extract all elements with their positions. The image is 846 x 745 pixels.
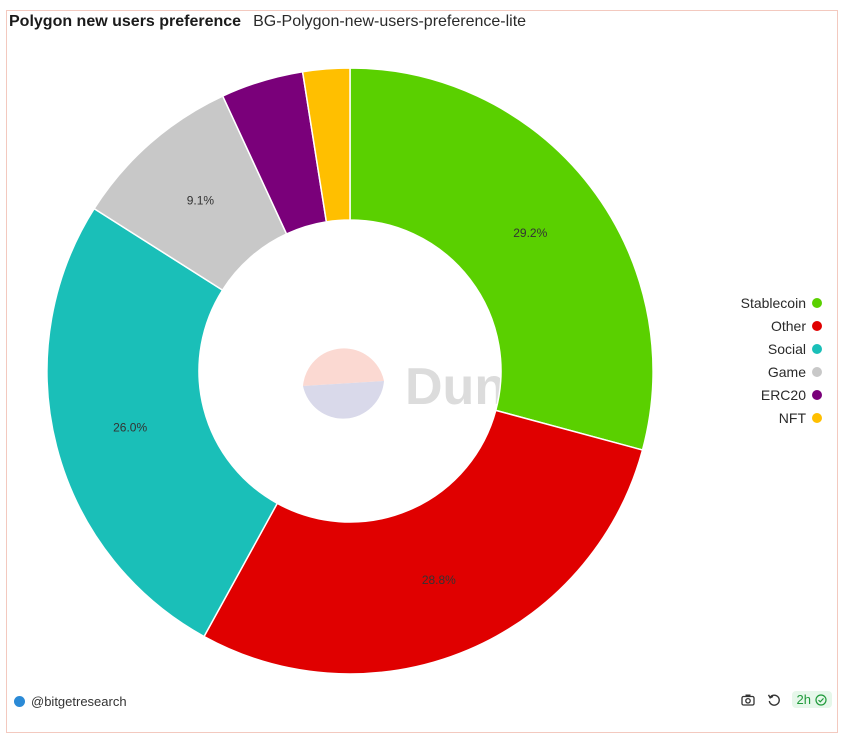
legend-item-game[interactable]: Game [768,364,822,380]
slice-social[interactable] [46,207,279,638]
refresh-icon[interactable] [766,692,782,708]
legend-label: ERC20 [760,387,806,403]
legend-label: Stablecoin [740,295,806,311]
legend-label: Other [770,318,806,334]
legend-dot [812,390,822,400]
legend-item-stablecoin[interactable]: Stablecoin [741,295,822,311]
camera-icon[interactable] [740,692,756,708]
chart-header: Polygon new users preference BG-Polygon-… [9,13,526,31]
footer-actions: 2h [740,691,832,708]
slice-stablecoin[interactable] [349,67,654,451]
legend-label: Game [767,364,806,380]
chart-title: Polygon new users preference [9,13,242,30]
author-tag[interactable]: @bitgetresearch [14,694,127,709]
avatar [14,696,25,707]
author-name: @bitgetresearch [31,694,127,709]
check-circle-icon [815,693,827,706]
legend-label: NFT [778,410,806,426]
legend-label: Social [767,341,806,357]
refresh-age: 2h [796,692,811,707]
legend-dot [812,367,822,377]
legend-dot [812,298,822,308]
refresh-status-badge[interactable]: 2h [791,691,832,708]
legend-dot [812,321,822,331]
legend-item-social[interactable]: Social [768,341,822,357]
legend-item-erc20[interactable]: ERC20 [761,387,822,403]
legend-item-nft[interactable]: NFT [779,410,822,426]
chart-legend: Stablecoin Other Social Game ERC20 NFT [741,295,822,426]
watermark-logo-bottom [303,381,384,419]
slice-other[interactable] [203,409,644,675]
slice-label-other: 28.8% [422,573,456,587]
chart-subtitle: BG-Polygon-new-users-preference-lite [253,13,527,30]
slice-label-stablecoin: 29.2% [513,226,547,240]
legend-dot [812,344,822,354]
slice-nft[interactable] [301,67,351,223]
slice-label-game: 9.1% [187,193,215,207]
slice-label-social: 26.0% [113,420,147,434]
legend-item-other[interactable]: Other [771,318,822,334]
watermark-logo-top [303,348,384,386]
legend-dot [812,413,822,423]
